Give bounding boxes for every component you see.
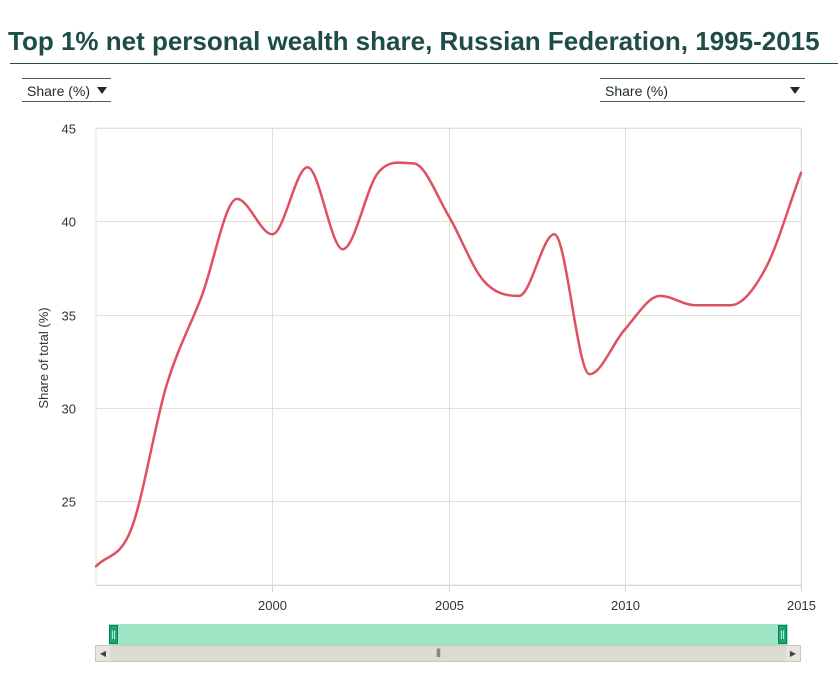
plot-frame [95, 127, 802, 586]
scrollbar-grip[interactable]: ||| [436, 647, 441, 657]
x-tick-label: 2000 [258, 598, 287, 613]
axes [96, 585, 802, 592]
range-scrollbar[interactable]: ◀ ||| ▶ [95, 645, 801, 662]
tick-labels: 25 30 35 40 45 2000 2005 2010 2015 [62, 122, 816, 614]
y-axis-label: Share of total (%) [36, 307, 51, 408]
x-tick-label: 2010 [611, 598, 640, 613]
scroll-right-button[interactable]: ▶ [786, 646, 800, 661]
y-tick-label: 40 [62, 215, 76, 230]
navigator-left-handle[interactable]: || [109, 625, 118, 644]
triangle-down-icon [790, 87, 800, 94]
y-tick-label: 30 [62, 402, 76, 417]
left-axis-measure-dropdown[interactable]: Share (%) [22, 78, 111, 102]
triangle-down-icon [97, 87, 107, 94]
navigator-right-handle[interactable]: || [778, 625, 787, 644]
x-tick-label: 2015 [787, 598, 816, 613]
range-navigator[interactable] [109, 624, 788, 646]
right-dropdown-label: Share (%) [605, 83, 669, 99]
x-tick-label: 2005 [435, 598, 464, 613]
grid-lines [95, 127, 802, 586]
scroll-left-button[interactable]: ◀ [96, 646, 110, 661]
left-dropdown-label: Share (%) [27, 83, 91, 99]
y-tick-label: 45 [62, 122, 76, 137]
y-tick-label: 25 [62, 495, 76, 510]
series-group [94, 161, 803, 568]
right-axis-measure-dropdown[interactable]: Share (%) [600, 78, 805, 102]
y-tick-label: 35 [62, 309, 76, 324]
page-title: Top 1% net personal wealth share, Russia… [8, 26, 820, 56]
series-line [94, 161, 803, 568]
title-divider [10, 63, 838, 64]
